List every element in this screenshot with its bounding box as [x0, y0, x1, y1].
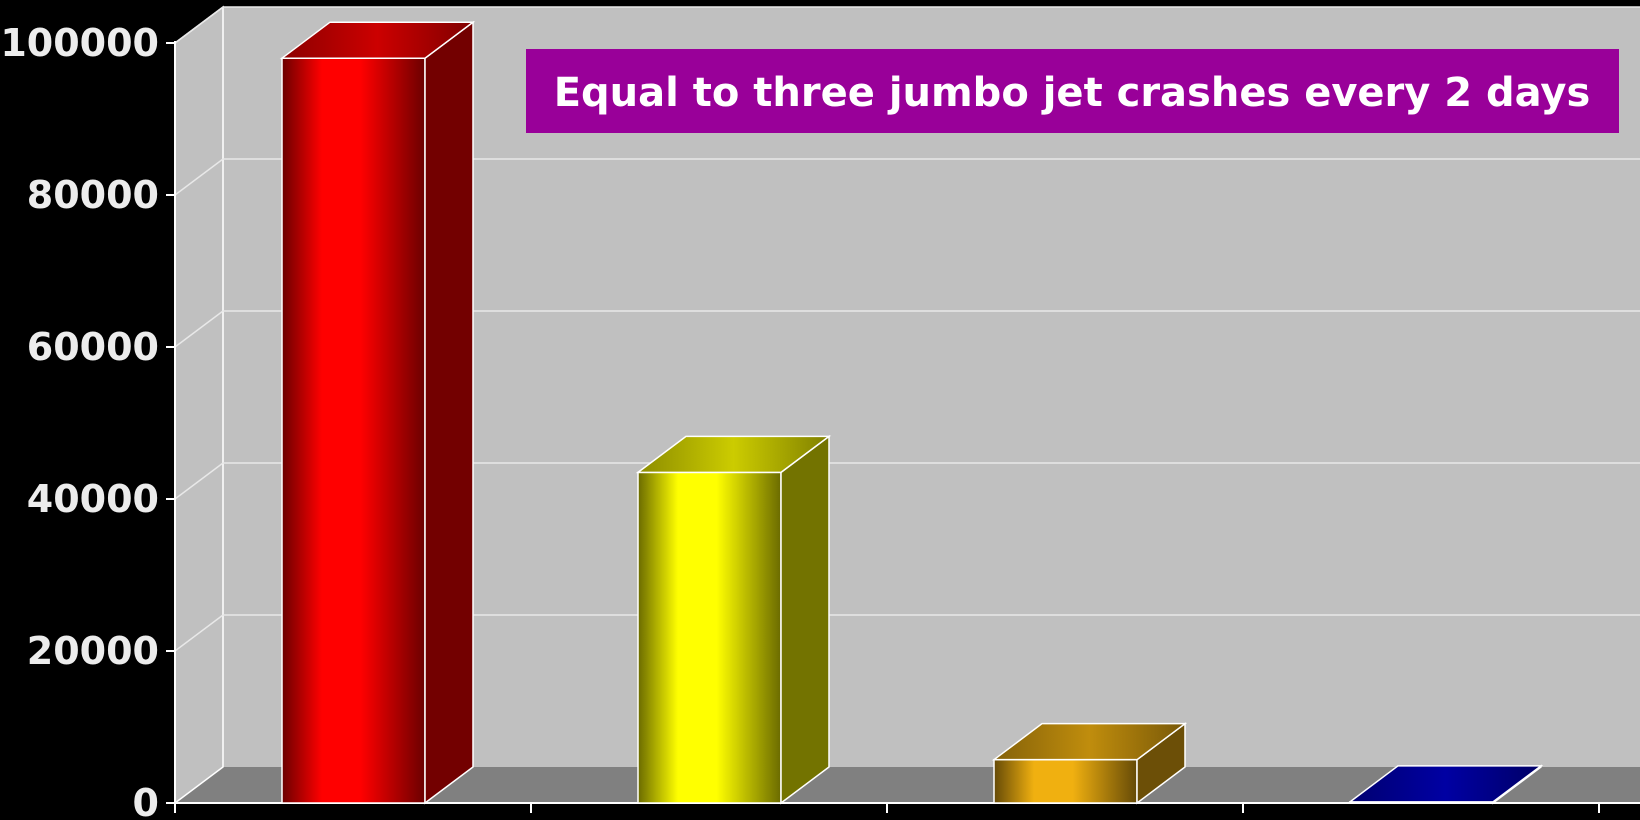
- y-axis: 0 20000 40000 60000 80000 100000: [0, 21, 176, 820]
- bar-front: [637, 471, 782, 804]
- gridline-side: [174, 462, 224, 500]
- bar-side: [424, 20, 474, 805]
- side-wall-face: [174, 5, 224, 805]
- annotation: Equal to three jumbo jet crashes every 2…: [526, 49, 1619, 133]
- bar: [991, 722, 1188, 805]
- bar-top: [991, 722, 1188, 761]
- bar-top: [279, 21, 476, 59]
- y-tick-label: 100000: [0, 21, 159, 65]
- y-tick-label: 60000: [27, 325, 159, 369]
- bar-top: [635, 435, 832, 474]
- chart-floor: [175, 767, 1640, 803]
- bar: [1347, 764, 1544, 805]
- gridline-side: [174, 614, 224, 652]
- gridline-side: [174, 158, 224, 196]
- annotation-text: Equal to three jumbo jet crashes every 2…: [554, 70, 1591, 116]
- x-axis: [174, 802, 1640, 813]
- gridline-side: [174, 310, 224, 348]
- bar: [279, 20, 476, 805]
- y-tick-label: 0: [133, 781, 159, 820]
- gridline-side: [174, 6, 224, 44]
- back-wall-face: [223, 7, 1640, 767]
- annotation-box: [526, 49, 1619, 133]
- y-tick-label: 80000: [27, 173, 159, 217]
- bars: [279, 20, 1544, 805]
- bar-side: [780, 434, 830, 805]
- y-tick-label: 20000: [27, 629, 159, 673]
- bar-top: [1347, 765, 1544, 803]
- bar-front: [993, 758, 1138, 804]
- floor-face: [175, 767, 1640, 803]
- bar-front: [281, 57, 426, 804]
- bar: [635, 434, 832, 805]
- y-tick-label: 40000: [27, 477, 159, 521]
